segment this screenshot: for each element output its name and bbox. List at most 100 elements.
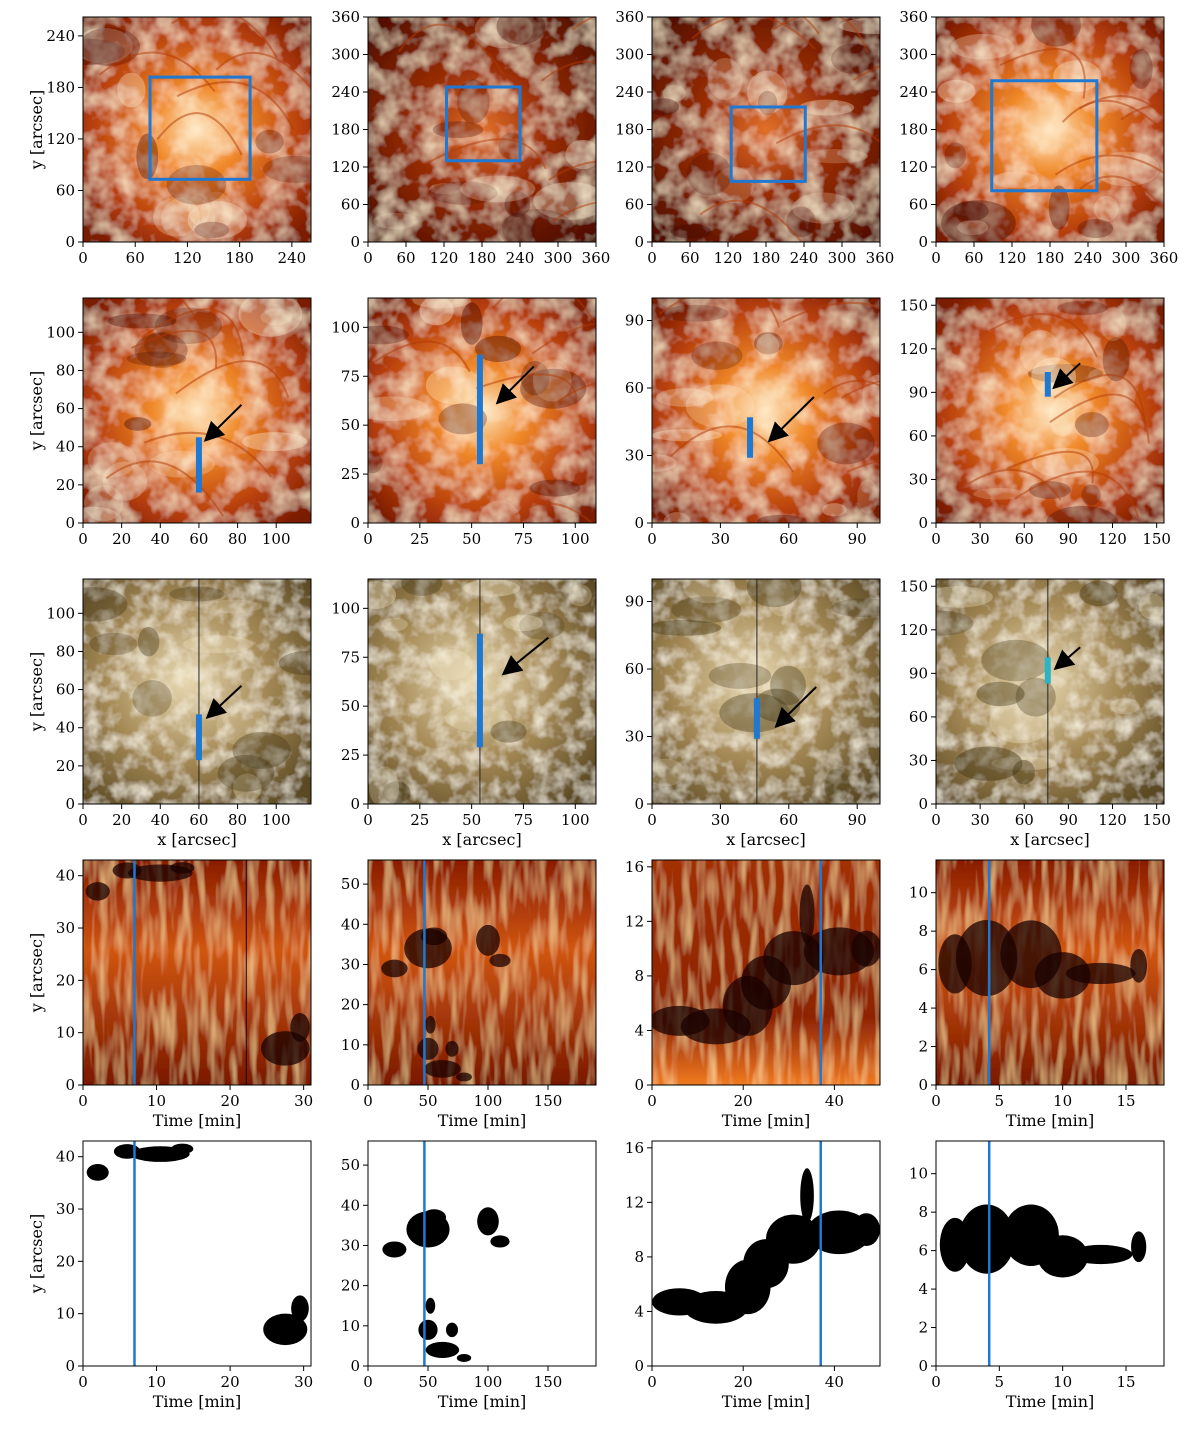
chromospheric-feature: [137, 627, 160, 657]
x-tick-label: 0: [363, 1092, 373, 1110]
x-tick-label: 120: [1098, 811, 1127, 829]
y-tick-label: 40: [341, 1196, 360, 1214]
coronal-loop: [846, 460, 880, 473]
panel-image: [652, 1141, 880, 1366]
y-tick-label: 0: [918, 795, 928, 813]
panel-r5-c3: 0 20 40 0 4 8 12 16: [625, 1139, 881, 1391]
mask-region: [958, 1204, 1015, 1274]
zoom-region-box: [990, 79, 1099, 193]
chromospheric-feature: [753, 688, 801, 722]
x-tick-label: 30: [294, 1092, 313, 1110]
dark-feature: [290, 1013, 310, 1042]
y-tick-label: 40: [56, 438, 75, 456]
x-tick-label: 120: [1098, 530, 1127, 548]
solar-feature: [1048, 185, 1070, 230]
x-tick-label: 0: [647, 811, 657, 829]
chromospheric-feature: [708, 662, 772, 689]
panel-image: [652, 860, 880, 1085]
x-tick-label: 5: [995, 1373, 1005, 1391]
chromospheric-feature: [767, 579, 795, 617]
x-tick-label: 240: [278, 249, 307, 267]
chromospheric-feature: [368, 581, 397, 609]
x-tick-label: 60: [189, 530, 208, 548]
x-tick-label: 0: [647, 249, 657, 267]
y-tick-label: 240: [899, 83, 928, 101]
chromospheric-feature: [169, 586, 225, 602]
x-axis-label: Time [min]: [1006, 1392, 1095, 1411]
solar-feature: [821, 503, 847, 517]
mask-region: [446, 1322, 458, 1338]
x-tick-label: 25: [410, 811, 429, 829]
x-tick-label: 60: [396, 249, 415, 267]
mask-region: [800, 1168, 814, 1223]
coronal-loop: [215, 52, 311, 90]
solar-image: [936, 17, 1164, 242]
x-tick-label: 0: [78, 1373, 88, 1391]
y-tick-label: 10: [909, 884, 928, 902]
panel-r5-c4: 0 5 10 15 0 2 4 6 8 10: [909, 1140, 1165, 1391]
y-axis-label: y [arcsec]: [27, 933, 46, 1013]
chromospheric-feature: [183, 635, 253, 654]
chromospheric-feature: [401, 579, 443, 596]
solar-feature: [652, 454, 677, 472]
mask-region: [456, 1353, 472, 1362]
y-tick-label: 60: [909, 427, 928, 445]
pointer-arrow: [767, 396, 815, 443]
y-tick-label: 60: [909, 196, 928, 214]
dark-feature: [956, 920, 1018, 997]
solar-feature: [83, 27, 141, 67]
y-tick-label: 10: [341, 1036, 360, 1054]
y-tick-label: 360: [899, 8, 928, 26]
y-tick-label: 30: [56, 919, 75, 937]
solar-feature: [652, 429, 723, 442]
coronal-loop: [691, 17, 816, 50]
x-tick-label: 10: [1053, 1373, 1072, 1391]
x-tick-label: 300: [828, 249, 857, 267]
panel-r4-c4: 0 5 10 15 0 2 4 6 8 10: [909, 859, 1165, 1110]
coronal-loop: [960, 468, 1062, 501]
chromospheric-feature: [936, 610, 974, 636]
solar-feature: [263, 155, 311, 183]
x-tick-label: 0: [363, 1373, 373, 1391]
y-tick-label: 12: [625, 1193, 644, 1211]
y-tick-label: 60: [56, 400, 75, 418]
x-tick-label: 0: [78, 1092, 88, 1110]
chromospheric-feature: [981, 639, 1051, 682]
dark-feature: [85, 882, 110, 901]
solar-feature: [941, 200, 1016, 242]
chromospheric-feature: [278, 650, 311, 676]
x-tick-label: 20: [221, 1092, 240, 1110]
y-tick-label: 75: [341, 648, 360, 666]
x-tick-label: 0: [647, 530, 657, 548]
panel-image: [83, 1141, 311, 1366]
dark-feature: [799, 884, 815, 945]
panel-r3-c3: 0 30 60 90 0 30 60 90: [625, 578, 881, 829]
x-tick-label: 40: [151, 530, 170, 548]
coronal-loop: [1079, 175, 1164, 211]
y-tick-label: 50: [341, 697, 360, 715]
solar-feature: [200, 191, 233, 232]
panel-image: [936, 298, 1164, 523]
x-tick-label: 40: [825, 1092, 844, 1110]
y-tick-label: 30: [341, 955, 360, 973]
solar-feature: [529, 479, 581, 497]
coronal-loop: [141, 308, 245, 357]
chromospheric-feature: [381, 617, 408, 632]
solar-feature: [498, 132, 526, 161]
x-tick-label: 360: [866, 249, 895, 267]
mask-region: [490, 1235, 510, 1248]
x-tick-label: 50: [418, 1092, 437, 1110]
axes-frame: [935, 578, 1165, 805]
dark-feature: [417, 1037, 439, 1060]
y-tick-label: 10: [56, 1305, 75, 1323]
solar-feature: [670, 224, 712, 239]
solar-feature: [124, 417, 152, 431]
solar-feature: [1100, 306, 1126, 342]
axes-frame: [82, 859, 312, 1086]
y-tick-label: 240: [46, 27, 75, 45]
y-tick-label: 180: [46, 78, 75, 96]
axes-frame: [367, 1140, 597, 1367]
chromospheric-feature: [205, 599, 262, 614]
solar-feature: [1057, 301, 1108, 316]
coronal-loop: [999, 48, 1086, 99]
